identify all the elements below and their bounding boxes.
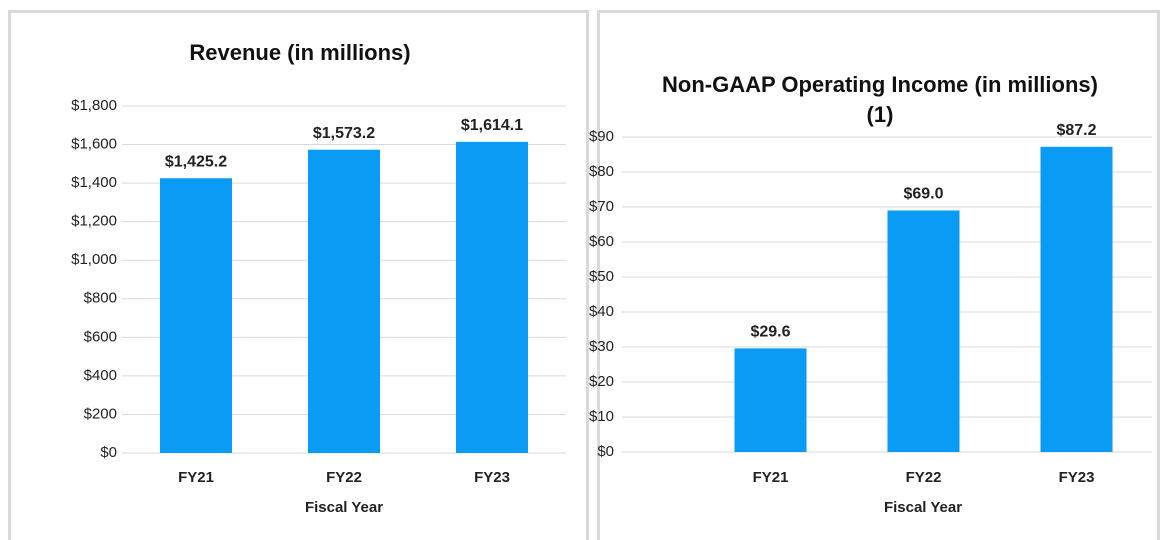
panel-border bbox=[597, 10, 1160, 540]
data-label: $1,425.2 bbox=[165, 153, 227, 170]
y-tick-label: $1,400 bbox=[71, 174, 117, 191]
y-tick-label: $1,200 bbox=[71, 213, 117, 230]
x-tick-label: FY21 bbox=[753, 469, 789, 486]
x-tick-label: FY23 bbox=[474, 469, 510, 486]
bar bbox=[887, 210, 960, 452]
y-tick-label: $200 bbox=[84, 405, 117, 422]
y-tick-label: $600 bbox=[84, 328, 117, 345]
x-axis-title: Fiscal Year bbox=[884, 499, 962, 516]
panel-border bbox=[8, 10, 589, 540]
y-tick-label: $1,600 bbox=[71, 136, 117, 153]
x-tick-label: FY22 bbox=[906, 469, 942, 486]
x-tick-label: FY21 bbox=[178, 469, 214, 486]
x-tick-label: FY23 bbox=[1059, 469, 1095, 486]
y-tick-label: $20 bbox=[589, 373, 614, 390]
data-label: $29.6 bbox=[750, 324, 790, 341]
bar bbox=[456, 141, 528, 453]
y-tick-label: $0 bbox=[100, 444, 117, 461]
data-label: $69.0 bbox=[903, 186, 943, 203]
chart-title: Non-GAAP Operating Income (in millions)(… bbox=[662, 72, 1098, 127]
y-tick-label: $0 bbox=[597, 443, 614, 460]
y-tick-label: $400 bbox=[84, 367, 117, 384]
x-axis-title: Fiscal Year bbox=[305, 499, 383, 516]
y-tick-label: $60 bbox=[589, 233, 614, 250]
bar bbox=[160, 178, 232, 453]
x-tick-label: FY22 bbox=[326, 469, 362, 486]
y-tick-label: $30 bbox=[589, 338, 614, 355]
y-tick-label: $1,800 bbox=[71, 97, 117, 114]
data-label: $1,614.1 bbox=[461, 117, 523, 134]
data-label: $87.2 bbox=[1056, 122, 1096, 139]
data-label: $1,573.2 bbox=[313, 125, 375, 142]
y-tick-label: $40 bbox=[589, 303, 614, 320]
bar bbox=[1040, 146, 1113, 453]
y-tick-label: $70 bbox=[589, 198, 614, 215]
y-tick-label: $50 bbox=[589, 268, 614, 285]
y-tick-label: $90 bbox=[589, 128, 614, 145]
y-tick-label: $1,000 bbox=[71, 251, 117, 268]
bar bbox=[734, 348, 807, 452]
y-tick-label: $80 bbox=[589, 163, 614, 180]
chart-title: Revenue (in millions) bbox=[189, 40, 411, 65]
y-tick-label: $10 bbox=[589, 408, 614, 425]
bar bbox=[308, 149, 380, 454]
y-tick-label: $800 bbox=[84, 290, 117, 307]
